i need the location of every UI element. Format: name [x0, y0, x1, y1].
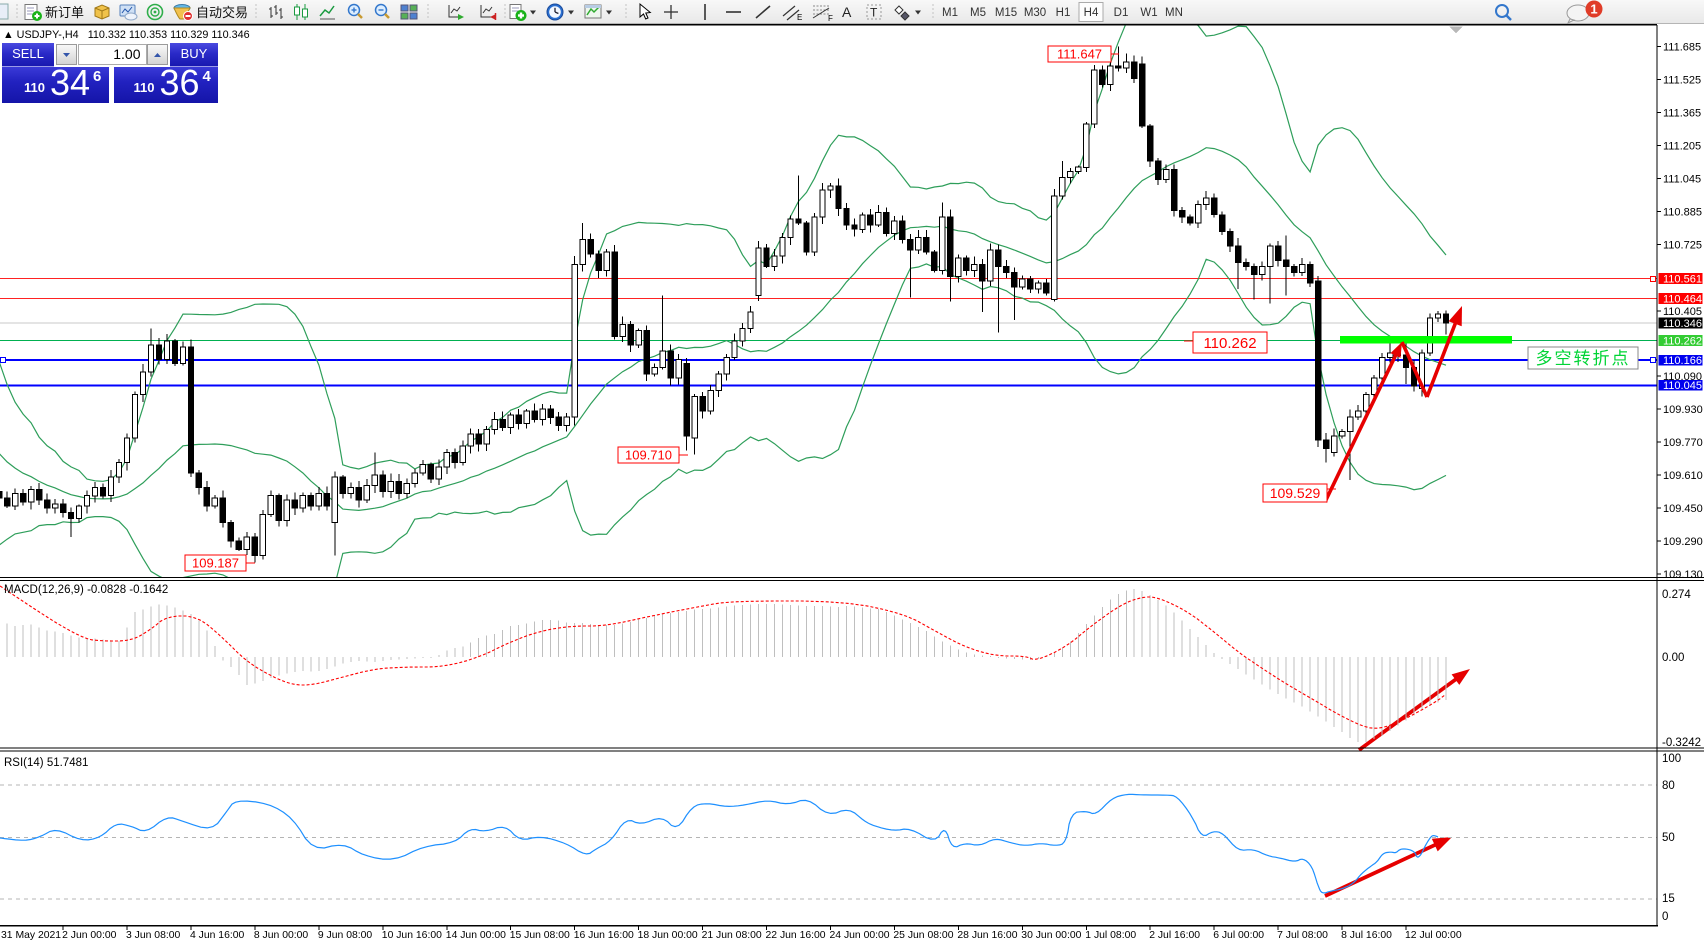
- svg-text:1 Jul 08:00: 1 Jul 08:00: [1085, 930, 1136, 941]
- svg-text:M5: M5: [970, 7, 986, 19]
- svg-text:自动交易: 自动交易: [196, 5, 248, 20]
- svg-text:31 May 2021: 31 May 2021: [1, 930, 61, 941]
- svg-text:H4: H4: [1084, 7, 1099, 19]
- svg-text:9 Jun 08:00: 9 Jun 08:00: [318, 930, 373, 941]
- svg-text:多空转折点: 多空转折点: [1536, 349, 1631, 368]
- svg-text:110.346: 110.346: [1663, 318, 1702, 330]
- svg-text:109.710: 109.710: [625, 448, 672, 463]
- svg-text:100: 100: [1662, 753, 1681, 765]
- svg-text:110.464: 110.464: [1663, 294, 1702, 306]
- svg-text:50: 50: [1662, 832, 1675, 844]
- svg-text:M15: M15: [995, 7, 1017, 19]
- svg-text:110.561: 110.561: [1663, 274, 1702, 286]
- svg-text:10 Jun 16:00: 10 Jun 16:00: [382, 930, 442, 941]
- svg-text:15 Jun 08:00: 15 Jun 08:00: [510, 930, 570, 941]
- svg-text:110.405: 110.405: [1663, 306, 1702, 318]
- svg-text:15: 15: [1662, 893, 1675, 905]
- svg-text:110.885: 110.885: [1663, 207, 1702, 219]
- svg-text:109.529: 109.529: [1270, 485, 1321, 501]
- svg-text:2 Jun 00:00: 2 Jun 00:00: [62, 930, 117, 941]
- svg-text:110.045: 110.045: [1663, 380, 1702, 392]
- svg-text:0.274: 0.274: [1662, 589, 1691, 601]
- svg-text:28 Jun 16:00: 28 Jun 16:00: [957, 930, 1017, 941]
- svg-text:110.262: 110.262: [1663, 335, 1702, 347]
- svg-text:110.262: 110.262: [1203, 335, 1256, 352]
- svg-text:111.205: 111.205: [1663, 141, 1701, 153]
- svg-text:109.450: 109.450: [1663, 503, 1703, 515]
- svg-text:111.647: 111.647: [1057, 47, 1102, 62]
- svg-text:M30: M30: [1024, 7, 1046, 19]
- svg-text:0.00: 0.00: [1662, 652, 1684, 664]
- svg-text:18 Jun 00:00: 18 Jun 00:00: [638, 930, 698, 941]
- svg-text:110.166: 110.166: [1663, 355, 1702, 367]
- svg-text:30 Jun 00:00: 30 Jun 00:00: [1021, 930, 1081, 941]
- svg-text:0: 0: [1662, 911, 1668, 923]
- svg-text:109.290: 109.290: [1663, 536, 1703, 548]
- svg-text:3 Jun 08:00: 3 Jun 08:00: [126, 930, 181, 941]
- svg-text:109.610: 109.610: [1663, 470, 1703, 482]
- svg-text:21 Jun 08:00: 21 Jun 08:00: [702, 930, 762, 941]
- svg-text:110.725: 110.725: [1663, 240, 1702, 252]
- svg-text:80: 80: [1662, 780, 1675, 792]
- svg-text:F: F: [828, 14, 833, 23]
- svg-text:M1: M1: [942, 7, 958, 19]
- svg-text:111.045: 111.045: [1663, 174, 1701, 186]
- svg-text:111.525: 111.525: [1663, 74, 1701, 86]
- svg-text:1: 1: [1590, 2, 1597, 17]
- svg-text:16 Jun 16:00: 16 Jun 16:00: [574, 930, 634, 941]
- svg-text:109.187: 109.187: [192, 556, 239, 571]
- svg-text:RSI(14) 51.7481: RSI(14) 51.7481: [4, 757, 88, 769]
- svg-text:8 Jul 16:00: 8 Jul 16:00: [1341, 930, 1392, 941]
- svg-text:22 Jun 16:00: 22 Jun 16:00: [766, 930, 826, 941]
- svg-text:W1: W1: [1140, 7, 1157, 19]
- svg-text:25 Jun 08:00: 25 Jun 08:00: [893, 930, 953, 941]
- svg-text:109.130: 109.130: [1663, 569, 1703, 581]
- svg-text:14 Jun 00:00: 14 Jun 00:00: [446, 930, 506, 941]
- svg-text:109.930: 109.930: [1663, 404, 1703, 416]
- svg-text:新订单: 新订单: [45, 5, 84, 20]
- svg-text:MACD(12,26,9) -0.0828 -0.1642: MACD(12,26,9) -0.0828 -0.1642: [4, 584, 168, 596]
- svg-text:12 Jul 00:00: 12 Jul 00:00: [1405, 930, 1462, 941]
- svg-text:-0.3242: -0.3242: [1662, 737, 1701, 749]
- svg-text:2 Jul 16:00: 2 Jul 16:00: [1149, 930, 1200, 941]
- svg-text:A: A: [842, 4, 852, 20]
- svg-text:111.365: 111.365: [1663, 108, 1701, 120]
- svg-text:E: E: [797, 13, 802, 22]
- svg-text:24 Jun 00:00: 24 Jun 00:00: [830, 930, 890, 941]
- svg-text:4 Jun 16:00: 4 Jun 16:00: [190, 930, 245, 941]
- svg-text:109.770: 109.770: [1663, 437, 1703, 449]
- svg-text:8 Jun 00:00: 8 Jun 00:00: [254, 930, 309, 941]
- svg-text:H1: H1: [1056, 7, 1071, 19]
- svg-text:T: T: [870, 6, 878, 20]
- svg-text:6 Jul 00:00: 6 Jul 00:00: [1213, 930, 1264, 941]
- svg-text:MN: MN: [1165, 7, 1183, 19]
- svg-text:D1: D1: [1114, 7, 1129, 19]
- svg-text:7 Jul 08:00: 7 Jul 08:00: [1277, 930, 1328, 941]
- svg-text:111.685: 111.685: [1663, 41, 1701, 53]
